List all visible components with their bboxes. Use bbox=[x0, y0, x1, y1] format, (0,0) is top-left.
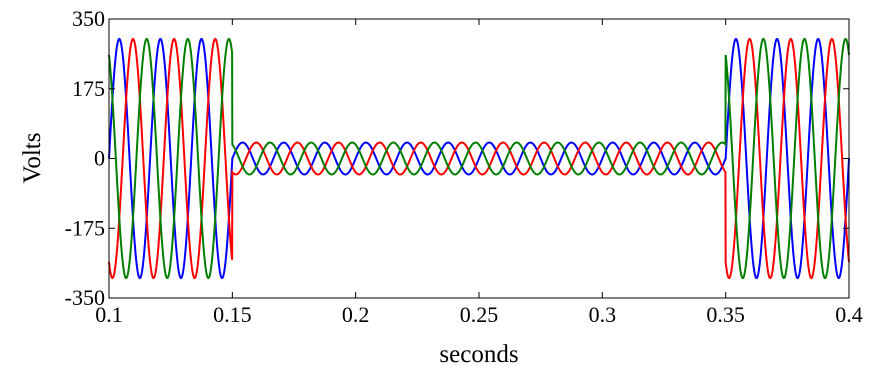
x-tick-label: 0.35 bbox=[706, 302, 745, 327]
y-tick-label: 175 bbox=[72, 76, 105, 101]
y-tick-label: 350 bbox=[72, 6, 105, 31]
y-tick-label: -175 bbox=[65, 215, 105, 240]
x-axis-label: seconds bbox=[439, 341, 518, 368]
y-tick-label: -350 bbox=[65, 285, 105, 310]
y-tick-label: 0 bbox=[94, 146, 105, 171]
x-tick-label: 0.3 bbox=[589, 302, 617, 327]
x-tick-label: 0.15 bbox=[213, 302, 252, 327]
x-tick-label: 0.4 bbox=[835, 302, 863, 327]
y-axis-label: Volts bbox=[19, 133, 46, 184]
x-tick-label: 0.25 bbox=[460, 302, 499, 327]
x-tick-label: 0.2 bbox=[342, 302, 370, 327]
